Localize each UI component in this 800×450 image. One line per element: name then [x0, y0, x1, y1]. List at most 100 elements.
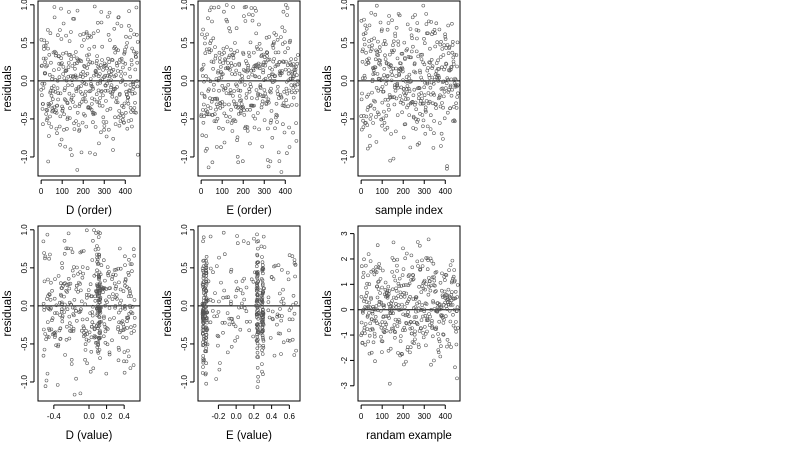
- data-point: [365, 281, 369, 286]
- x-tick-label: 100: [376, 187, 390, 196]
- data-point: [43, 44, 48, 48]
- data-point: [449, 303, 453, 307]
- data-point: [118, 92, 122, 96]
- data-point: [405, 84, 410, 88]
- data-point: [394, 96, 399, 101]
- data-point: [79, 72, 83, 76]
- data-point: [70, 83, 74, 87]
- data-point: [283, 50, 287, 55]
- data-point: [252, 236, 256, 241]
- data-point: [404, 79, 408, 84]
- data-point: [453, 119, 457, 124]
- data-point: [98, 231, 102, 235]
- data-point: [407, 72, 412, 77]
- data-point: [225, 45, 229, 49]
- data-point: [255, 330, 260, 335]
- data-point: [425, 81, 430, 86]
- y-tick-label: 0.0: [20, 75, 29, 87]
- data-point: [103, 89, 108, 93]
- data-point: [77, 310, 82, 315]
- data-point: [132, 106, 137, 110]
- data-point: [86, 62, 91, 66]
- data-point: [201, 354, 205, 358]
- data-point: [388, 329, 393, 334]
- data-point: [206, 16, 210, 21]
- data-point: [434, 289, 438, 293]
- data-point: [405, 301, 409, 306]
- data-point: [240, 291, 245, 296]
- data-point: [252, 125, 257, 130]
- data-point: [55, 104, 59, 108]
- data-point: [278, 60, 282, 64]
- data-point: [202, 325, 206, 329]
- data-point: [416, 264, 420, 268]
- data-point: [63, 98, 68, 102]
- data-point: [242, 306, 247, 310]
- data-point: [88, 89, 93, 93]
- data-point: [384, 113, 389, 118]
- data-point: [267, 35, 271, 39]
- data-point: [260, 325, 265, 329]
- data-point: [260, 53, 264, 57]
- data-point: [206, 165, 211, 170]
- data-point: [236, 286, 240, 291]
- data-point: [255, 332, 259, 337]
- data-point: [117, 280, 121, 285]
- data-point: [228, 67, 232, 72]
- data-point: [91, 239, 95, 243]
- data-point: [67, 39, 72, 43]
- data-point: [116, 358, 121, 363]
- data-point: [211, 88, 216, 92]
- data-point: [62, 310, 66, 314]
- data-point: [390, 299, 394, 303]
- data-point: [393, 317, 398, 322]
- data-point: [60, 109, 65, 113]
- data-point: [406, 103, 411, 108]
- data-point: [370, 43, 374, 48]
- data-point: [62, 112, 66, 117]
- data-point: [44, 378, 49, 383]
- data-point: [392, 48, 396, 53]
- data-point: [273, 126, 277, 131]
- x-axis-label: E (value): [226, 430, 272, 442]
- data-point: [39, 64, 44, 68]
- x-tick-label: 0.4: [119, 412, 131, 421]
- data-point: [205, 320, 209, 325]
- data-point: [248, 108, 252, 112]
- data-point: [428, 61, 432, 65]
- data-point: [98, 281, 102, 285]
- data-point: [391, 326, 396, 331]
- data-point: [107, 127, 111, 132]
- data-point: [200, 371, 205, 375]
- data-point: [415, 259, 420, 264]
- data-point: [410, 331, 414, 336]
- data-point: [202, 102, 206, 107]
- data-point: [428, 314, 432, 319]
- data-point: [256, 260, 260, 265]
- data-point: [205, 32, 209, 37]
- data-point: [230, 317, 234, 321]
- data-point: [80, 92, 84, 96]
- data-point: [255, 366, 260, 370]
- y-tick-label: -0.5: [340, 111, 349, 125]
- data-point: [436, 58, 440, 63]
- data-point: [444, 86, 448, 90]
- data-point: [287, 317, 292, 322]
- y-tick-label: -0.5: [20, 111, 29, 125]
- data-point: [456, 91, 460, 96]
- data-point: [132, 329, 136, 333]
- data-point: [369, 297, 373, 301]
- data-point: [99, 89, 103, 94]
- data-point: [398, 339, 403, 343]
- data-point: [94, 231, 98, 235]
- data-point: [128, 262, 133, 266]
- data-point: [131, 80, 136, 85]
- data-point: [91, 120, 95, 124]
- data-point: [255, 264, 259, 269]
- data-point: [447, 88, 451, 92]
- data-point: [199, 112, 204, 117]
- data-point: [287, 328, 291, 333]
- data-point: [430, 275, 435, 280]
- data-point: [204, 47, 209, 52]
